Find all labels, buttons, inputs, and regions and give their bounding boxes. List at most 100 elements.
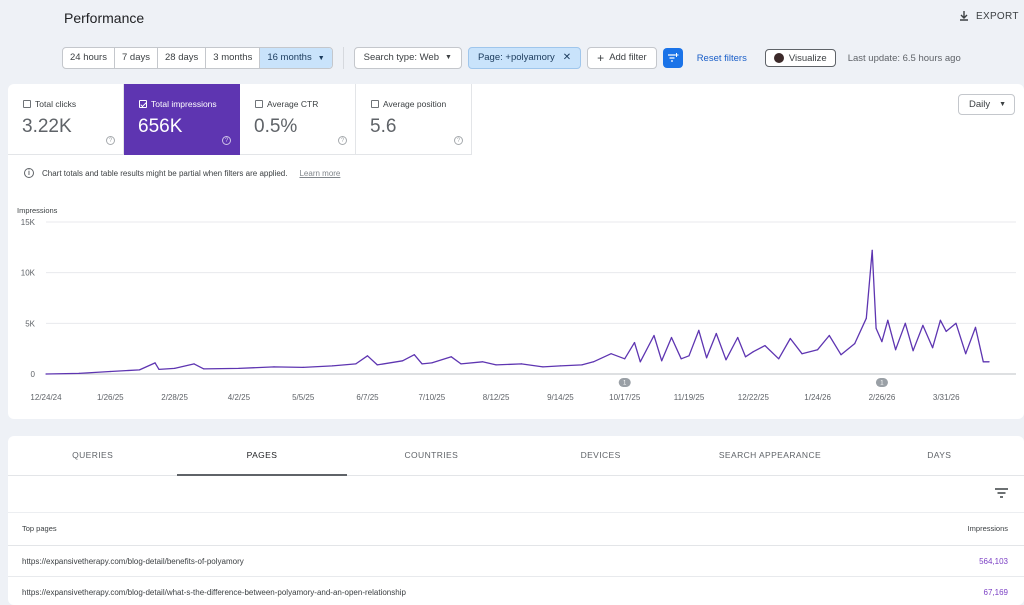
data-point — [460, 363, 462, 365]
close-icon[interactable]: ✕ — [562, 52, 572, 63]
data-point — [698, 329, 700, 331]
tab-search-appearance[interactable]: SEARCH APPEARANCE — [718, 450, 822, 460]
page-url[interactable]: https://expansivetherapy.com/blog-detail… — [22, 557, 244, 566]
search-type-label: Search type: Web — [363, 52, 439, 63]
data-point — [988, 361, 990, 363]
x-tick-label: 12/22/25 — [738, 393, 770, 402]
results-table-card: QUERIES PAGES COUNTRIES DEVICES SEARCH A… — [8, 436, 1024, 605]
table-row[interactable]: https://expansivetherapy.com/blog-detail… — [8, 546, 1024, 577]
granularity-dropdown[interactable]: Daily ▼ — [958, 94, 1015, 115]
divider — [342, 47, 344, 69]
data-point — [801, 353, 803, 355]
x-tick-label: 5/5/25 — [292, 393, 315, 402]
export-button[interactable]: EXPORT — [958, 10, 1019, 22]
annotation-marker — [875, 378, 888, 387]
data-point — [158, 368, 160, 370]
reset-filters-link[interactable]: Reset filters — [696, 52, 747, 64]
data-point — [939, 319, 942, 321]
data-point — [421, 363, 423, 365]
data-point — [706, 357, 708, 359]
x-tick-label: 12/24/24 — [30, 393, 62, 402]
dimension-tabs: QUERIES PAGES COUNTRIES DEVICES SEARCH A… — [8, 436, 1024, 476]
data-point — [78, 372, 80, 374]
page-url[interactable]: https://expansivetherapy.com/blog-detail… — [22, 588, 406, 597]
table-filter-button[interactable] — [995, 485, 1008, 503]
page-filter-chip[interactable]: Page: +polyamory ✕ — [467, 47, 582, 69]
checkbox-icon[interactable] — [23, 100, 31, 108]
data-point — [376, 364, 378, 366]
metric-label-row: Average CTR — [255, 99, 318, 109]
checkbox-icon[interactable] — [255, 100, 263, 108]
help-icon[interactable]: ? — [338, 136, 347, 145]
data-point — [45, 373, 47, 375]
data-point — [965, 353, 967, 355]
data-point — [542, 366, 544, 368]
metric-total-clicks[interactable]: Total clicks 3.22K ? — [8, 84, 124, 155]
data-point — [653, 334, 655, 337]
partial-data-notice: i Chart totals and table results might b… — [24, 168, 340, 178]
chevron-down-icon: ▼ — [317, 55, 325, 62]
data-point — [744, 356, 747, 358]
filter-settings-button[interactable] — [662, 48, 683, 68]
metric-value: 656K — [138, 116, 183, 137]
data-point — [752, 351, 754, 353]
tab-devices[interactable]: DEVICES — [580, 450, 621, 460]
data-point — [854, 343, 856, 345]
metric-average-ctr[interactable]: Average CTR 0.5% ? — [240, 84, 356, 155]
metric-total-impressions[interactable]: Total impressions 656K ? — [124, 84, 240, 155]
table-row[interactable]: https://expansivetherapy.com/blog-detail… — [8, 577, 1024, 605]
visualize-button[interactable]: Visualize — [764, 49, 836, 67]
data-point — [932, 347, 934, 349]
help-icon[interactable]: ? — [106, 136, 115, 145]
metric-label: Total impressions — [151, 99, 217, 109]
metric-tiles: Total clicks 3.22K ? Total impressions 6… — [8, 84, 472, 155]
range-7-days[interactable]: 7 days — [115, 48, 158, 68]
visualize-icon — [773, 53, 784, 63]
data-point — [789, 337, 791, 340]
learn-more-link[interactable]: Learn more — [299, 168, 341, 178]
data-point — [912, 350, 914, 352]
search-type-dropdown[interactable]: Search type: Web ▼ — [353, 47, 462, 69]
filter-add-icon — [667, 53, 679, 62]
data-point — [887, 319, 889, 321]
data-point — [670, 336, 673, 339]
add-filter-button[interactable]: + Add filter — [587, 47, 657, 69]
x-tick-label: 9/14/25 — [547, 393, 574, 402]
impressions-line-chart: 0 5K 10K 15K 12/24/24 1/26/25 2/28/25 4/2/25 5/5… — [21, 218, 1016, 402]
x-tick-label: 2/26/26 — [869, 393, 896, 402]
data-point — [592, 361, 595, 363]
data-point — [624, 358, 626, 360]
range-24-hours[interactable]: 24 hours — [63, 48, 115, 68]
data-point — [725, 359, 727, 361]
metric-label-row: Average position — [371, 99, 446, 109]
column-header-pages[interactable]: Top pages — [22, 524, 57, 533]
data-point — [865, 317, 867, 319]
checkbox-icon[interactable] — [371, 100, 379, 108]
range-16-months[interactable]: 16 months ▼ — [260, 48, 332, 68]
data-point — [203, 368, 205, 370]
data-point — [402, 360, 404, 362]
range-3-months[interactable]: 3 months — [206, 48, 261, 68]
annotation-label: 1 — [880, 381, 884, 387]
data-point — [610, 353, 612, 355]
data-point — [559, 365, 562, 367]
help-icon[interactable]: ? — [454, 136, 463, 145]
data-point — [982, 361, 984, 363]
help-icon[interactable]: ? — [222, 136, 231, 145]
checkbox-checked-icon[interactable] — [139, 100, 147, 108]
data-point — [895, 349, 897, 351]
page-filter-label: Page: +polyamory — [477, 52, 555, 63]
x-tick-label: 7/10/25 — [418, 393, 445, 402]
data-point — [875, 327, 877, 329]
data-point — [737, 336, 739, 339]
tab-queries[interactable]: QUERIES — [72, 450, 114, 460]
data-point — [154, 362, 156, 364]
tab-countries[interactable]: COUNTRIES — [404, 450, 459, 460]
data-point — [450, 356, 452, 358]
tab-pages[interactable]: PAGES — [177, 436, 347, 476]
x-tick-label: 1/24/26 — [804, 393, 831, 402]
metric-average-position[interactable]: Average position 5.6 ? — [356, 84, 472, 155]
column-header-impressions[interactable]: Impressions — [967, 524, 1008, 533]
range-28-days[interactable]: 28 days — [158, 48, 207, 68]
tab-days[interactable]: DAYS — [927, 450, 952, 460]
